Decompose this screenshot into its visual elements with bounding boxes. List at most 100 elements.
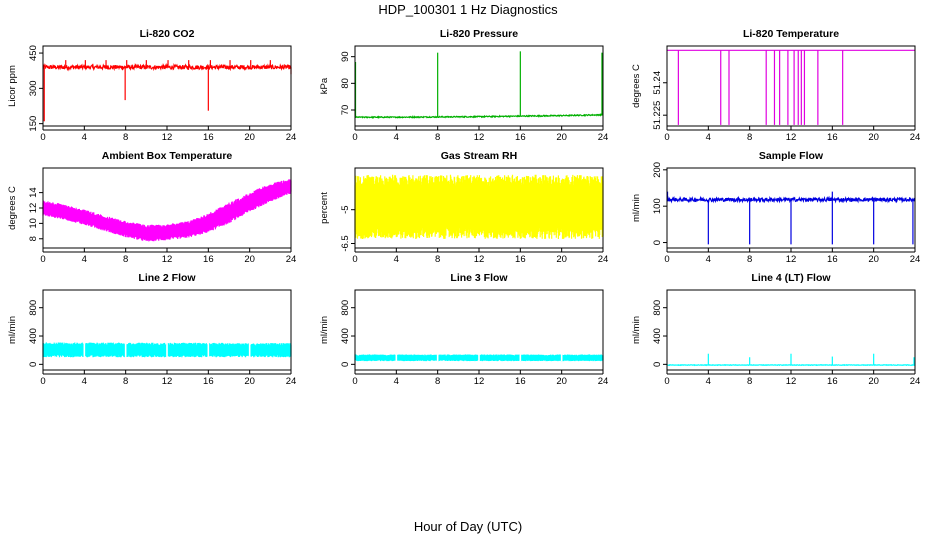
x-tick-label: 16 <box>827 254 838 265</box>
panel-title: Ambient Box Temperature <box>102 150 233 162</box>
x-tick-label: 0 <box>352 254 357 265</box>
series-data <box>354 353 604 362</box>
x-tick-label: 20 <box>244 132 255 143</box>
plot-frame <box>42 45 292 127</box>
x-tick-label: 0 <box>664 376 669 387</box>
x-tick-label: 16 <box>203 254 214 265</box>
panel-title: Li-820 CO2 <box>140 28 195 40</box>
data-band <box>354 174 604 239</box>
x-tick-label: 16 <box>203 376 214 387</box>
panel-title: Gas Stream RH <box>441 150 517 162</box>
series-data <box>667 49 915 125</box>
y-tick-label: -5 <box>340 205 351 213</box>
x-tick-label: 16 <box>515 132 526 143</box>
x-tick-label: 24 <box>598 376 609 387</box>
y-tick-label: 400 <box>28 328 39 344</box>
y-tick-label: 450 <box>28 45 39 61</box>
x-tick-label: 16 <box>827 132 838 143</box>
x-tick-label: 8 <box>123 254 128 265</box>
x-tick-label: 24 <box>286 376 297 387</box>
y-tick-label: 300 <box>28 80 39 96</box>
y-tick-label: 51.225 <box>652 101 663 130</box>
x-tick-label: 12 <box>474 132 485 143</box>
series-data <box>42 60 292 122</box>
y-tick-label: 0 <box>28 362 39 367</box>
series-data <box>666 353 916 367</box>
y-tick-label: 14 <box>28 187 39 198</box>
chart-panel: Line 2 Flow 0 4 8 12 16 20 24 0 400 800 ml/min <box>7 272 296 387</box>
y-tick-label: -6.5 <box>340 235 351 251</box>
x-tick-label: 24 <box>910 132 921 143</box>
x-tick-label: 24 <box>598 132 609 143</box>
x-tick-label: 4 <box>82 254 87 265</box>
x-tick-label: 16 <box>515 254 526 265</box>
x-tick-label: 16 <box>515 376 526 387</box>
plot-frame <box>666 45 916 127</box>
x-tick-label: 12 <box>162 132 173 143</box>
y-tick-label: 70 <box>340 105 351 116</box>
y-axis-label: degrees C <box>7 186 18 230</box>
y-tick-label: 200 <box>652 162 663 178</box>
x-tick-label: 8 <box>747 132 752 143</box>
x-tick-label: 8 <box>435 254 440 265</box>
x-tick-label: 20 <box>868 254 879 265</box>
x-tick-label: 0 <box>40 376 45 387</box>
x-tick-label: 20 <box>556 132 567 143</box>
chart-panel: Line 4 (LT) Flow 0 4 8 12 16 20 24 0 400 800 ml/min <box>631 272 920 387</box>
x-tick-label: 4 <box>82 132 87 143</box>
data-line <box>354 113 604 119</box>
x-tick-label: 20 <box>244 254 255 265</box>
x-tick-label: 4 <box>394 254 399 265</box>
figure-title: HDP_100301 1 Hz Diagnostics <box>378 2 558 17</box>
chart-panel: Ambient Box Temperature 0 4 8 12 16 20 24 8 10 12 1… <box>7 150 296 265</box>
x-tick-label: 12 <box>786 254 797 265</box>
plot-frame <box>354 45 604 127</box>
figure-x-axis-label: Hour of Day (UTC) <box>414 519 522 534</box>
x-tick-label: 24 <box>598 254 609 265</box>
y-tick-label: 0 <box>652 362 663 367</box>
plot-frame <box>42 289 292 371</box>
y-axis-label: ml/min <box>319 316 330 344</box>
y-tick-label: 100 <box>652 198 663 214</box>
series-data <box>666 191 916 245</box>
panel-title: Sample Flow <box>759 150 824 162</box>
chart-panel: Li-820 CO2 0 4 8 12 16 20 24 150 300 450 Licor ppm <box>7 28 296 143</box>
x-tick-label: 4 <box>394 132 399 143</box>
x-tick-label: 16 <box>827 376 838 387</box>
y-tick-label: 51.24 <box>652 71 663 95</box>
x-tick-label: 12 <box>474 376 485 387</box>
x-tick-label: 0 <box>664 254 669 265</box>
x-tick-label: 4 <box>706 376 711 387</box>
y-axis-label: degrees C <box>631 64 642 108</box>
y-tick-label: 80 <box>340 78 351 89</box>
x-tick-label: 20 <box>244 376 255 387</box>
x-tick-label: 24 <box>910 376 921 387</box>
series-data <box>42 341 292 358</box>
chart-panel: Sample Flow 0 4 8 12 16 20 24 0 100 200 ml/min <box>631 150 920 265</box>
data-band <box>42 179 292 242</box>
y-axis-label: ml/min <box>631 316 642 344</box>
x-tick-label: 4 <box>706 132 711 143</box>
x-tick-label: 4 <box>82 376 87 387</box>
x-tick-label: 0 <box>352 132 357 143</box>
series-data <box>354 174 604 239</box>
panel-title: Li-820 Pressure <box>440 28 518 40</box>
panel-title: Li-820 Temperature <box>743 28 839 40</box>
x-tick-label: 20 <box>868 376 879 387</box>
panel-title: Line 3 Flow <box>450 272 508 284</box>
x-tick-label: 20 <box>868 132 879 143</box>
y-axis-label: Licor ppm <box>7 65 18 107</box>
series-data <box>354 51 604 119</box>
y-axis-label: kPa <box>319 77 330 94</box>
y-tick-label: 800 <box>652 300 663 316</box>
x-tick-label: 24 <box>286 132 297 143</box>
x-tick-label: 12 <box>786 132 797 143</box>
x-tick-label: 8 <box>435 376 440 387</box>
x-tick-label: 0 <box>352 376 357 387</box>
y-tick-label: 0 <box>340 362 351 367</box>
panel-title: Line 2 Flow <box>138 272 196 284</box>
y-tick-label: 0 <box>652 240 663 245</box>
x-tick-label: 20 <box>556 376 567 387</box>
x-tick-label: 24 <box>286 254 297 265</box>
